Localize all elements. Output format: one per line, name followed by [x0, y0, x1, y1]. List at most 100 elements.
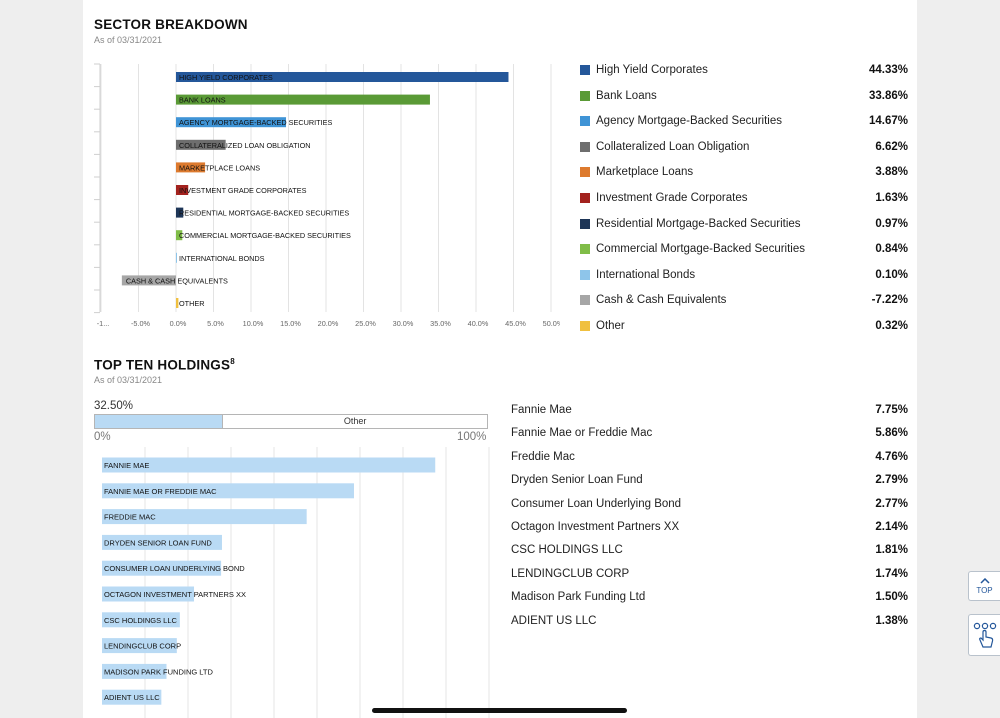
top-holdings-chart: FANNIE MAE FANNIE MAE OR FREDDIE MAC FREDD…: [102, 447, 490, 718]
legend-value: 6.62%: [875, 140, 908, 153]
home-indicator[interactable]: [372, 708, 627, 713]
sector-bar[interactable]: [176, 207, 184, 218]
holding-weight: 2.77%: [875, 497, 908, 510]
holding-bar[interactable]: [102, 689, 162, 705]
x-tick-label: 35.0%: [430, 319, 451, 328]
x-tick-label: 0.0%: [170, 319, 187, 328]
legend-value: 0.32%: [875, 320, 908, 332]
legend-item: Marketplace Loans 3.88%: [580, 163, 908, 181]
legend-label: High Yield Corporates: [596, 64, 708, 76]
holding-weight: 2.79%: [875, 474, 908, 487]
holding-weight: 1.81%: [875, 544, 908, 557]
sector-bar-label: INVESTMENT GRADE CORPORATES: [179, 186, 307, 195]
sector-bar[interactable]: [176, 298, 179, 308]
holding-row: ADIENT US LLC 1.38%: [511, 612, 908, 630]
sector-bar-label: HIGH YIELD CORPORATES: [179, 73, 273, 82]
legend-value: 0.84%: [875, 243, 908, 256]
x-tick-label: 15.0%: [280, 319, 301, 328]
hand-pointer-icon: [973, 622, 996, 648]
holding-weight: 4.76%: [875, 450, 908, 463]
holding-bar[interactable]: [102, 612, 180, 628]
holding-bar[interactable]: [102, 457, 436, 473]
sector-bar[interactable]: [176, 117, 287, 128]
legend-label: Residential Mortgage-Backed Securities: [596, 217, 801, 230]
x-tick-label: 30.0%: [393, 319, 414, 328]
holding-bar[interactable]: [102, 638, 177, 654]
legend-value: 0.97%: [875, 217, 908, 230]
x-tick-label: -1...: [97, 319, 110, 328]
holding-bar[interactable]: [102, 483, 354, 499]
sector-bar[interactable]: [176, 185, 189, 195]
sector-bar[interactable]: [176, 252, 177, 263]
holding-weight: 7.75%: [875, 404, 908, 416]
holding-weight: 2.14%: [875, 521, 908, 533]
legend-swatch: [580, 141, 590, 152]
legend-value: 1.63%: [875, 192, 908, 204]
concentration-fill: [95, 415, 223, 428]
holding-bar[interactable]: [102, 560, 222, 576]
legend-swatch: [580, 321, 590, 331]
legend-label: Other: [596, 320, 625, 332]
holding-bar-label: FANNIE MAE OR FREDDIE MAC: [104, 487, 217, 496]
concentration-value: 32.50%: [94, 400, 134, 412]
holding-name: Dryden Senior Loan Fund: [511, 474, 643, 487]
holding-weight: 5.86%: [875, 427, 908, 440]
holding-bar-label: FREDDIE MAC: [104, 513, 156, 522]
holding-name: CSC HOLDINGS LLC: [511, 544, 623, 557]
holding-bar[interactable]: [102, 534, 222, 550]
sector-bar[interactable]: [176, 230, 183, 241]
legend-label: International Bonds: [596, 268, 696, 281]
holding-name: ADIENT US LLC: [511, 614, 597, 627]
legend-swatch: [580, 90, 590, 101]
sector-bar-label: BANK LOANS: [179, 96, 226, 105]
holding-row: Fannie Mae 7.75%: [511, 401, 908, 419]
holding-weight: 1.38%: [875, 614, 908, 627]
legend-swatch: [580, 65, 590, 75]
holding-row: LENDINGCLUB CORP 1.74%: [511, 565, 908, 583]
holding-row: Fannie Mae or Freddie Mac 5.86%: [511, 424, 908, 442]
back-to-top-button[interactable]: TOP: [968, 571, 1000, 601]
holding-bar-label: DRYDEN SENIOR LOAN FUND: [104, 538, 212, 547]
holding-row: Dryden Senior Loan Fund 2.79%: [511, 471, 908, 489]
holding-bar-label: CONSUMER LOAN UNDERLYING BOND: [104, 564, 245, 573]
top-holdings-title: TOP TEN HOLDINGS8: [94, 357, 235, 373]
concentration-min-label: 0%: [94, 431, 111, 443]
holding-bar[interactable]: [102, 663, 167, 679]
sector-breakdown-chart: HIGH YIELD CORPORATES BANK LOANS AGENCY MO…: [94, 63, 560, 328]
sector-bar-label: OTHER: [179, 299, 205, 308]
sector-bar-label: INTERNATIONAL BONDS: [179, 254, 265, 263]
sector-bar-label: CASH & CASH EQUIVALENTS: [126, 276, 228, 285]
legend-label: Cash & Cash Equivalents: [596, 294, 727, 307]
sector-bar[interactable]: [176, 139, 226, 150]
legend-label: Investment Grade Corporates: [596, 192, 748, 204]
legend-swatch: [580, 116, 590, 127]
legend-label: Agency Mortgage-Backed Securities: [596, 115, 783, 128]
footnote-marker[interactable]: 8: [230, 357, 235, 366]
legend-value: 3.88%: [875, 166, 908, 179]
holding-row: Consumer Loan Underlying Bond 2.77%: [511, 495, 908, 513]
compare-funds-button[interactable]: [968, 614, 1000, 656]
legend-label: Marketplace Loans: [596, 166, 694, 179]
legend-value: 33.86%: [868, 89, 908, 102]
legend-item: Bank Loans 33.86%: [580, 87, 908, 105]
holding-bar[interactable]: [102, 586, 195, 602]
holding-weight: 1.74%: [875, 567, 908, 580]
sector-bar[interactable]: [176, 72, 509, 82]
legend-item: Commercial Mortgage-Backed Securities 0.8…: [580, 240, 908, 258]
back-to-top-label: TOP: [976, 585, 993, 595]
concentration-bar: Other: [94, 414, 488, 429]
x-tick-label: -5.0%: [131, 319, 151, 328]
sector-bar[interactable]: [121, 275, 176, 286]
sector-bar[interactable]: [176, 162, 206, 173]
holding-weight: 1.50%: [875, 591, 908, 604]
holding-bar[interactable]: [102, 509, 307, 525]
concentration-other-label: Other: [222, 415, 487, 428]
holding-name: Fannie Mae: [511, 404, 572, 416]
sector-bar-label: COMMERCIAL MORTGAGE-BACKED SECURITIES: [179, 231, 351, 240]
legend-label: Commercial Mortgage-Backed Securities: [596, 243, 805, 256]
holding-row: Freddie Mac 4.76%: [511, 448, 908, 466]
sector-bar[interactable]: [176, 94, 430, 105]
sector-bar-label: MARKETPLACE LOANS: [179, 163, 260, 172]
x-tick-label: 20.0%: [318, 319, 339, 328]
legend-value: 0.10%: [875, 268, 908, 281]
